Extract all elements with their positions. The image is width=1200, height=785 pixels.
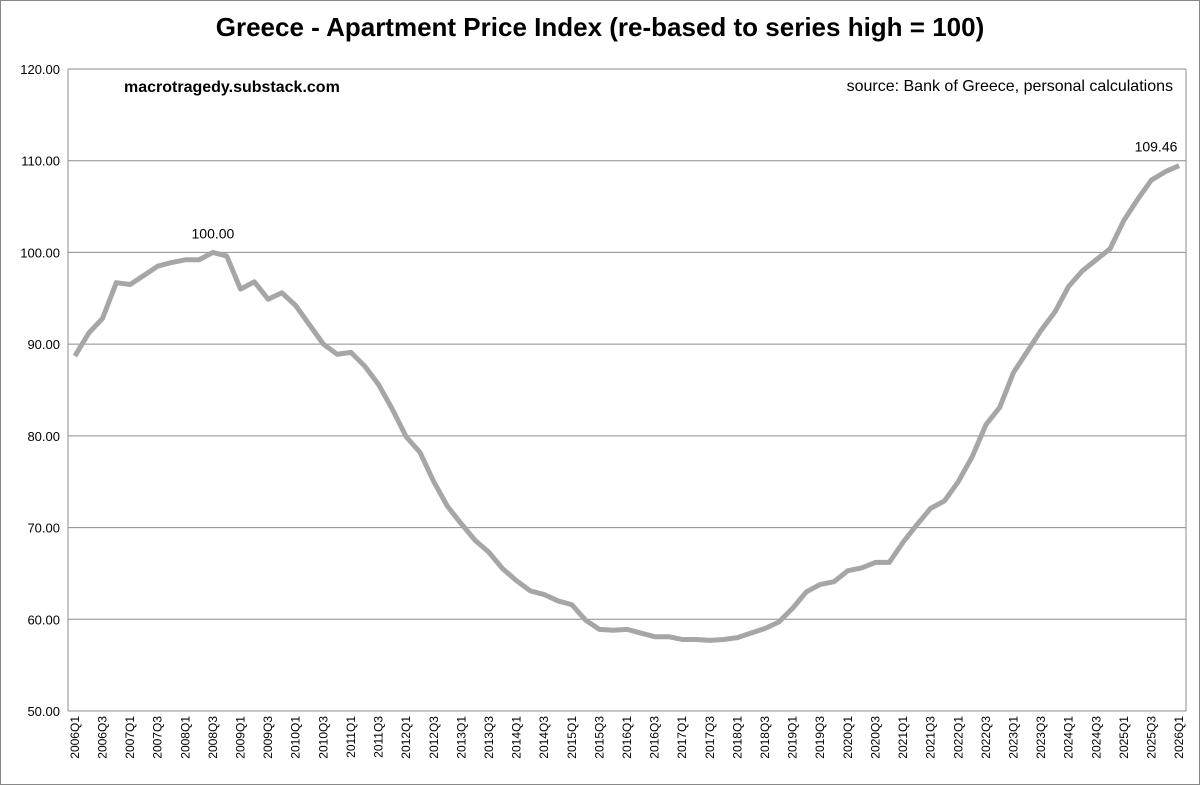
y-tick-label: 70.00 xyxy=(27,521,60,536)
x-tick-label: 2019Q1 xyxy=(786,716,800,759)
x-tick-label: 2012Q3 xyxy=(427,716,441,759)
x-tick-label: 2010Q3 xyxy=(316,716,330,759)
annotation: source: Bank of Greece, personal calcula… xyxy=(847,78,1173,95)
x-tick-label: 2021Q1 xyxy=(896,716,910,759)
x-tick-label: 2006Q1 xyxy=(68,716,82,759)
y-tick-label: 80.00 xyxy=(27,429,60,444)
x-tick-label: 2020Q3 xyxy=(868,716,882,759)
x-tick-label: 2009Q1 xyxy=(234,716,248,759)
x-tick-label: 2017Q3 xyxy=(703,716,717,759)
x-tick-label: 2017Q1 xyxy=(675,716,689,759)
annotation: macrotragedy.substack.com xyxy=(124,79,340,96)
y-tick-label: 100.00 xyxy=(20,245,60,260)
x-tick-label: 2024Q3 xyxy=(1089,716,1103,759)
x-tick-label: 2013Q3 xyxy=(482,716,496,759)
x-tick-label: 2018Q1 xyxy=(730,716,744,759)
x-tick-label: 2025Q1 xyxy=(1117,716,1131,759)
x-tick-label: 2016Q3 xyxy=(648,716,662,759)
chart-title: Greece - Apartment Price Index (re-based… xyxy=(216,12,985,42)
data-label: 109.46 xyxy=(1135,139,1178,155)
x-tick-label: 2023Q3 xyxy=(1034,716,1048,759)
x-tick-label: 2022Q1 xyxy=(951,716,965,759)
data-label: 100.00 xyxy=(192,225,235,241)
x-tick-label: 2014Q1 xyxy=(510,716,524,759)
x-tick-label: 2008Q3 xyxy=(206,716,220,759)
x-tick-label: 2009Q3 xyxy=(261,716,275,759)
x-tick-label: 2013Q1 xyxy=(454,716,468,759)
x-tick-label: 2018Q3 xyxy=(758,716,772,759)
y-tick-label: 50.00 xyxy=(27,704,60,719)
x-tick-label: 2011Q1 xyxy=(344,716,358,758)
x-tick-label: 2016Q1 xyxy=(620,716,634,759)
y-tick-label: 90.00 xyxy=(27,337,60,352)
y-tick-label: 110.00 xyxy=(21,154,60,169)
x-tick-label: 2007Q3 xyxy=(151,716,165,759)
x-tick-label: 2019Q3 xyxy=(813,716,827,759)
y-tick-label: 60.00 xyxy=(27,612,60,627)
x-tick-label: 2022Q3 xyxy=(979,716,993,759)
x-tick-label: 2011Q3 xyxy=(372,716,386,758)
x-tick-label: 2012Q1 xyxy=(399,716,413,759)
x-tick-label: 2010Q1 xyxy=(289,716,303,759)
y-tick-label: 120.00 xyxy=(20,62,60,77)
x-tick-label: 2021Q3 xyxy=(924,716,938,759)
x-tick-label: 2015Q1 xyxy=(565,716,579,759)
x-tick-label: 2015Q3 xyxy=(592,716,606,759)
x-tick-label: 2023Q1 xyxy=(1006,716,1020,759)
x-tick-label: 2024Q1 xyxy=(1062,716,1076,759)
x-tick-label: 2006Q3 xyxy=(96,716,110,759)
x-tick-label: 2026Q1 xyxy=(1172,716,1186,759)
data-line xyxy=(72,163,1181,643)
x-tick-label: 2007Q1 xyxy=(123,716,137,759)
x-tick-label: 2008Q1 xyxy=(178,716,192,759)
x-tick-label: 2020Q1 xyxy=(841,716,855,759)
x-tick-label: 2025Q3 xyxy=(1144,716,1158,759)
x-tick-label: 2014Q3 xyxy=(537,716,551,759)
